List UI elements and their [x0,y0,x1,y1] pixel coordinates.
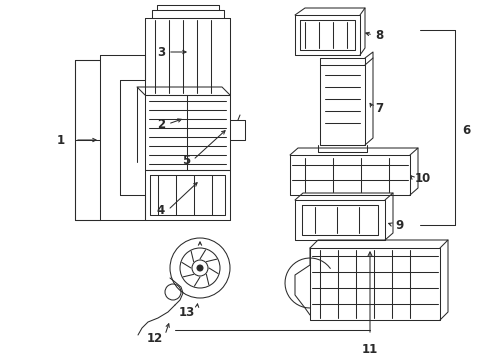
Ellipse shape [197,265,203,271]
Text: 12: 12 [147,332,163,345]
Text: 5: 5 [182,153,190,166]
Text: 1: 1 [57,134,65,147]
Bar [145,95,230,170]
Text: 13: 13 [179,306,195,319]
Text: 11: 11 [362,343,378,356]
Text: 3: 3 [157,45,165,59]
Text: 2: 2 [157,117,165,131]
Text: 10: 10 [415,171,431,185]
Text: 6: 6 [462,123,470,136]
Text: 9: 9 [395,219,403,231]
Text: 8: 8 [375,28,383,41]
Text: 4: 4 [157,203,165,216]
Text: 7: 7 [375,102,383,114]
